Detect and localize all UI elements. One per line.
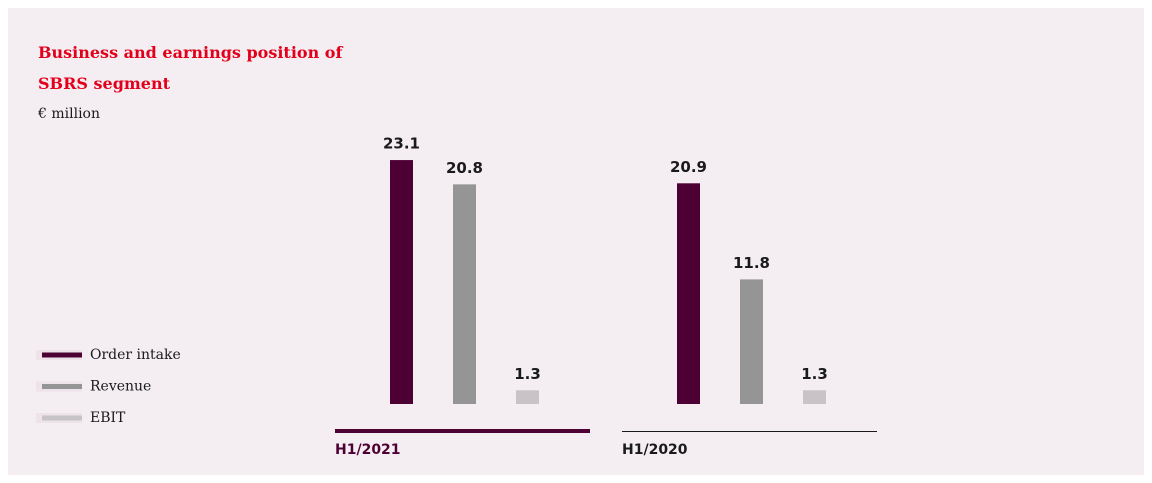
bar [740,279,763,404]
legend-label: EBIT [90,410,126,426]
value-label: 1.3 [514,365,541,383]
chart-panel [8,8,1144,475]
value-label: 20.8 [446,159,483,177]
bar [453,184,476,404]
bar [516,390,539,404]
category-line [622,431,877,432]
legend-label: Order intake [90,347,181,363]
bar [390,160,413,404]
chart-title: Business and earnings position of SBRS s… [38,43,343,93]
legend-label: Revenue [90,379,151,395]
legend-swatch [42,384,82,389]
legend-swatch [42,352,82,358]
value-label: 20.9 [670,158,707,176]
category-label: H1/2021 [335,442,401,458]
chart-subtitle: € million [38,106,100,122]
bar [803,390,826,404]
value-label: 1.3 [801,365,828,383]
bar [677,183,700,404]
category-label: H1/2020 [622,442,688,458]
value-label: 11.8 [733,254,770,272]
value-label: 23.1 [383,135,420,153]
legend-swatch [42,415,82,421]
category-line [335,429,590,433]
